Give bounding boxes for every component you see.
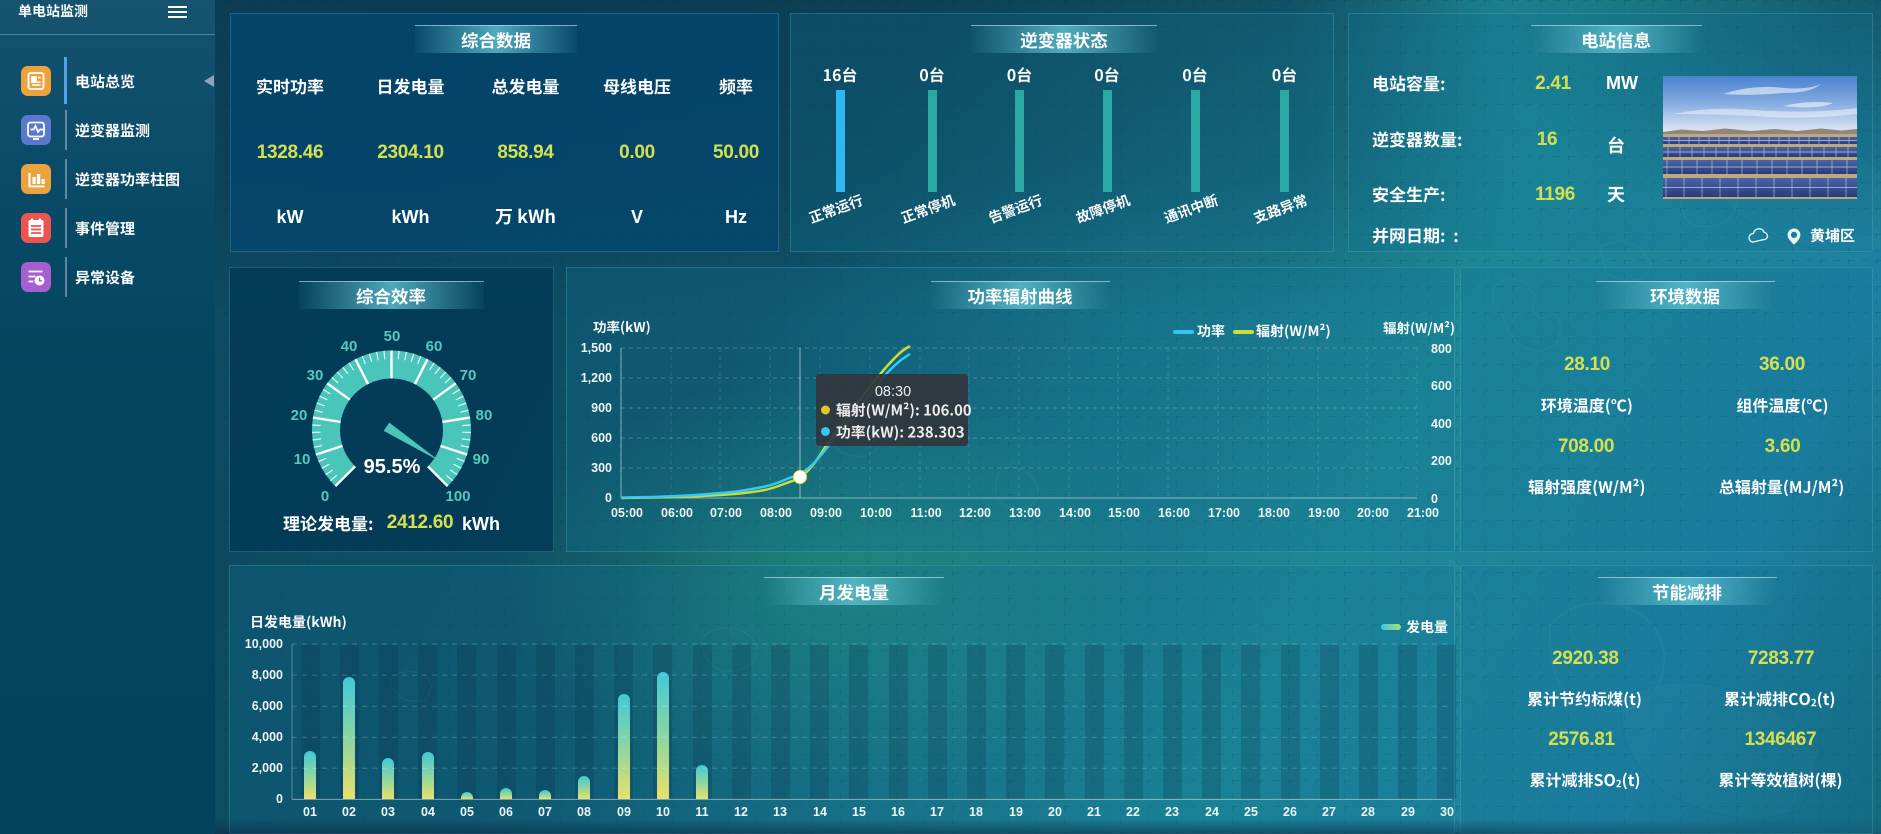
svg-text:20: 20 bbox=[291, 407, 308, 424]
svg-text:30: 30 bbox=[307, 367, 324, 384]
svg-text:90: 90 bbox=[473, 451, 490, 468]
svg-text:100: 100 bbox=[445, 488, 470, 505]
svg-text:0: 0 bbox=[321, 488, 329, 505]
svg-text:08:30: 08:30 bbox=[875, 384, 911, 400]
svg-text:50: 50 bbox=[384, 328, 401, 345]
svg-text:70: 70 bbox=[460, 367, 477, 384]
svg-text:10: 10 bbox=[294, 451, 311, 468]
svg-text:80: 80 bbox=[476, 407, 493, 424]
svg-text:40: 40 bbox=[341, 338, 358, 355]
svg-text:60: 60 bbox=[426, 338, 443, 355]
